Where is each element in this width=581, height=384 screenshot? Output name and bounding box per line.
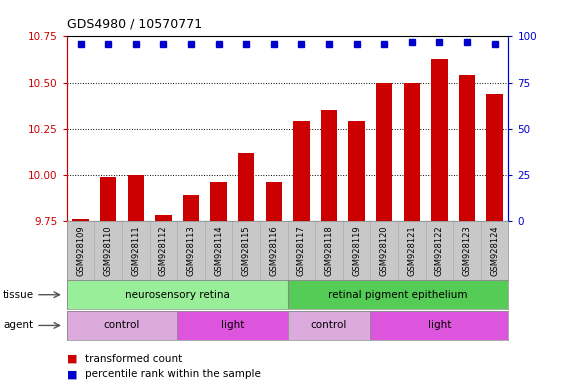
Text: control: control — [311, 320, 347, 331]
Text: GSM928109: GSM928109 — [76, 225, 85, 276]
Text: GSM928113: GSM928113 — [187, 225, 195, 276]
Text: GSM928123: GSM928123 — [462, 225, 471, 276]
Text: control: control — [104, 320, 140, 331]
Text: ■: ■ — [67, 369, 77, 379]
Text: percentile rank within the sample: percentile rank within the sample — [85, 369, 261, 379]
Text: GSM928122: GSM928122 — [435, 225, 444, 276]
Text: neurosensory retina: neurosensory retina — [125, 290, 229, 300]
Bar — [266, 182, 282, 221]
Bar — [288, 311, 371, 340]
Bar — [486, 94, 503, 221]
Bar — [127, 175, 144, 221]
Bar — [321, 110, 337, 221]
Bar — [403, 83, 420, 221]
Text: GSM928116: GSM928116 — [270, 225, 278, 276]
Text: agent: agent — [3, 320, 33, 331]
Text: GSM928114: GSM928114 — [214, 225, 223, 276]
Text: GSM928110: GSM928110 — [104, 225, 113, 276]
Bar — [371, 311, 508, 340]
Bar — [67, 280, 288, 309]
Bar — [348, 121, 365, 221]
Bar — [67, 311, 177, 340]
Text: GSM928117: GSM928117 — [297, 225, 306, 276]
Text: GSM928119: GSM928119 — [352, 225, 361, 276]
Text: light: light — [428, 320, 451, 331]
Bar — [177, 311, 288, 340]
Bar — [210, 182, 227, 221]
Text: GSM928111: GSM928111 — [131, 225, 140, 276]
Bar — [288, 280, 508, 309]
Bar — [100, 177, 116, 221]
Text: GSM928118: GSM928118 — [325, 225, 333, 276]
Bar — [182, 195, 199, 221]
Text: ■: ■ — [67, 354, 77, 364]
Bar — [155, 215, 172, 221]
Bar — [72, 219, 89, 221]
Bar — [376, 83, 393, 221]
Text: GDS4980 / 10570771: GDS4980 / 10570771 — [67, 17, 202, 30]
Bar — [431, 59, 447, 221]
Text: GSM928120: GSM928120 — [380, 225, 389, 276]
Text: GSM928112: GSM928112 — [159, 225, 168, 276]
Bar — [293, 121, 310, 221]
Text: GSM928124: GSM928124 — [490, 225, 499, 276]
Text: transformed count: transformed count — [85, 354, 182, 364]
Bar — [459, 75, 475, 221]
Bar — [238, 152, 254, 221]
Text: GSM928121: GSM928121 — [407, 225, 416, 276]
Text: light: light — [221, 320, 244, 331]
Text: GSM928115: GSM928115 — [242, 225, 250, 276]
Text: tissue: tissue — [3, 290, 34, 300]
Text: retinal pigment epithelium: retinal pigment epithelium — [328, 290, 468, 300]
